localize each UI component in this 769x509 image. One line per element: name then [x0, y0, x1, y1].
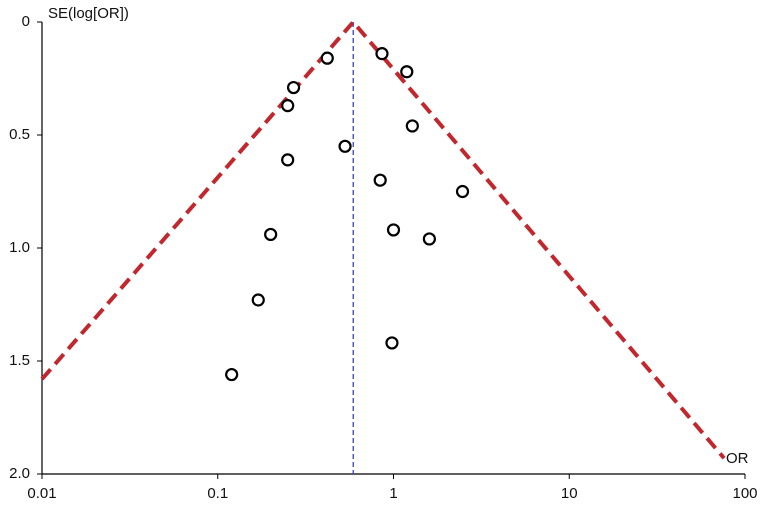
x-tick-label: 0.1 [207, 485, 228, 502]
study-point [385, 336, 399, 350]
x-tick-label: 1 [389, 485, 397, 502]
study-point [455, 184, 470, 199]
x-tick-label: 10 [561, 485, 578, 502]
study-point [286, 80, 301, 95]
study-point [281, 153, 295, 167]
study-point [225, 367, 239, 382]
y-tick-label: 2.0 [9, 465, 30, 482]
study-point [281, 99, 295, 113]
study-point [251, 293, 265, 307]
y-axis-label: SE(log[OR]) [48, 5, 129, 22]
study-point [338, 139, 352, 153]
y-tick-label: 0 [22, 13, 30, 30]
x-tick-label: 100 [732, 485, 757, 502]
y-tick-label: 1.0 [9, 239, 30, 256]
study-point [386, 223, 401, 237]
study-point [264, 227, 278, 242]
study-point [375, 47, 389, 61]
funnel-line [40, 18, 726, 460]
study-point [373, 173, 387, 187]
x-tick-label: 0.01 [27, 485, 56, 502]
x-axis-label: OR [726, 450, 749, 467]
study-point [400, 65, 414, 79]
y-tick-label: 1.5 [9, 352, 30, 369]
study-point [422, 232, 436, 246]
study-point [405, 119, 419, 133]
y-tick-label: 0.5 [9, 126, 30, 143]
study-point [320, 51, 334, 65]
